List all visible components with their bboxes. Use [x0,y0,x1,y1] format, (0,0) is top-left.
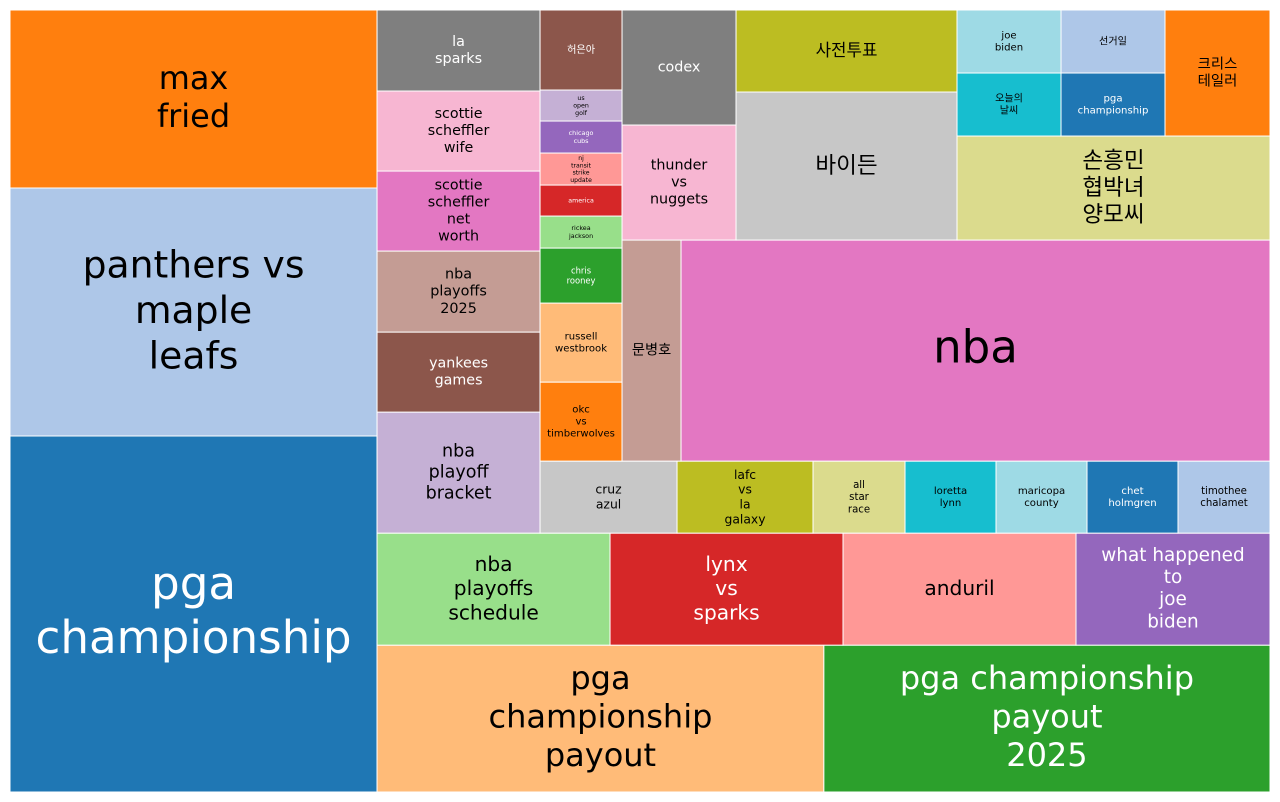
tile-label: pga championship [1078,93,1149,116]
tile-label: timothee chalamet [1200,486,1247,509]
tile-label: 크리스 테일러 [1198,55,1238,89]
tile-label: 오늘의 날씨 [995,92,1023,116]
treemap-tile [680,239,1271,462]
tile-label: nba playoffs 2025 [430,266,487,316]
tile-label: pga championship payout 2025 [900,659,1194,774]
tile-label: 사전투표 [816,40,878,60]
tile-label: okc vs timberwolves [547,405,615,440]
treemap-tile [956,72,1062,137]
tile-label: 바이든 [815,153,877,179]
treemap-tile [812,460,906,534]
tile-label: codex [658,60,701,76]
tile-label: yankees games [429,356,488,389]
tile-label: nba playoffs schedule [448,551,538,623]
treemap-tile [376,331,541,413]
tile-label: thunder vs nuggets [650,157,708,207]
tile-label: pga championship [36,557,352,664]
treemap-tile [539,215,623,249]
treemap-tile [1060,72,1166,137]
tile-label: 문병호 [632,342,671,359]
tile-label: anduril [924,576,994,600]
treemap-tile [1164,9,1271,137]
tile-label: chet holmgren [1108,486,1156,509]
tile-label: lafc vs la galaxy [725,467,766,526]
tile-label: chicago cubs [569,129,594,145]
treemap-tile [376,250,541,333]
treemap-tile [1060,9,1166,74]
treemap-tile [1075,532,1271,646]
treemap-tile [956,9,1062,74]
treemap-tile [9,435,378,793]
tile-label: la sparks [435,34,482,67]
treemap-tile [735,91,958,241]
treemap-tile [539,152,623,186]
treemap-tile [376,532,611,646]
treemap-tile [376,411,541,534]
treemap-tile [539,89,623,122]
tile-label: nba [933,321,1018,374]
treemap-tile [995,460,1088,534]
treemap-tile [539,302,623,383]
treemap-tile [621,239,682,462]
tile-label: rickea jackson [568,224,593,240]
tile-label: maricopa county [1018,486,1065,509]
treemap-tile [539,9,623,91]
tile-label: russell westbrook [555,332,607,355]
tile-label: scottie scheffler wife [428,106,490,156]
tile-label: 허은아 [567,44,596,56]
treemap-tile [621,9,737,126]
treemap-tile [609,532,844,646]
treemap-tile [676,460,814,534]
tile-label: pga championship payout [489,659,713,774]
tile-label: cruz azul [595,481,621,511]
treemap-tile [376,170,541,252]
tile-label: all star race [848,480,870,515]
tile-label: chris rooney [567,265,596,285]
tile-label: nba playoff bracket [426,442,492,504]
treemap-tile [621,124,737,241]
treemap-tile [1086,460,1179,534]
tile-label: max fried [157,59,230,135]
treemap-tile [9,9,378,189]
tile-label: lynx vs sparks [693,551,759,623]
tile-label: scottie scheffler net worth [428,177,490,244]
treemap-tile [904,460,997,534]
tile-label: nj transit strike update [570,155,592,184]
tile-label: joe biden [995,30,1023,53]
treemap-tile [376,90,541,172]
treemap-tile [539,247,623,304]
tile-label: 손흥민 협박녀 양모씨 [1082,147,1144,227]
tile-label: 선거일 [1099,36,1127,48]
treemap-tile [539,460,678,534]
treemap-tile [735,9,958,93]
treemap-tile [956,135,1271,241]
treemap-tile [823,644,1271,793]
tile-label: us open golf [573,95,589,117]
treemap-tile [376,644,825,793]
tile-label: panthers vs maple leafs [83,242,305,377]
tile-label: america [568,198,594,205]
tile-label: loretta lynn [934,486,967,509]
tile-label: what happened to joe biden [1101,545,1244,632]
treemap-tile [1177,460,1271,534]
